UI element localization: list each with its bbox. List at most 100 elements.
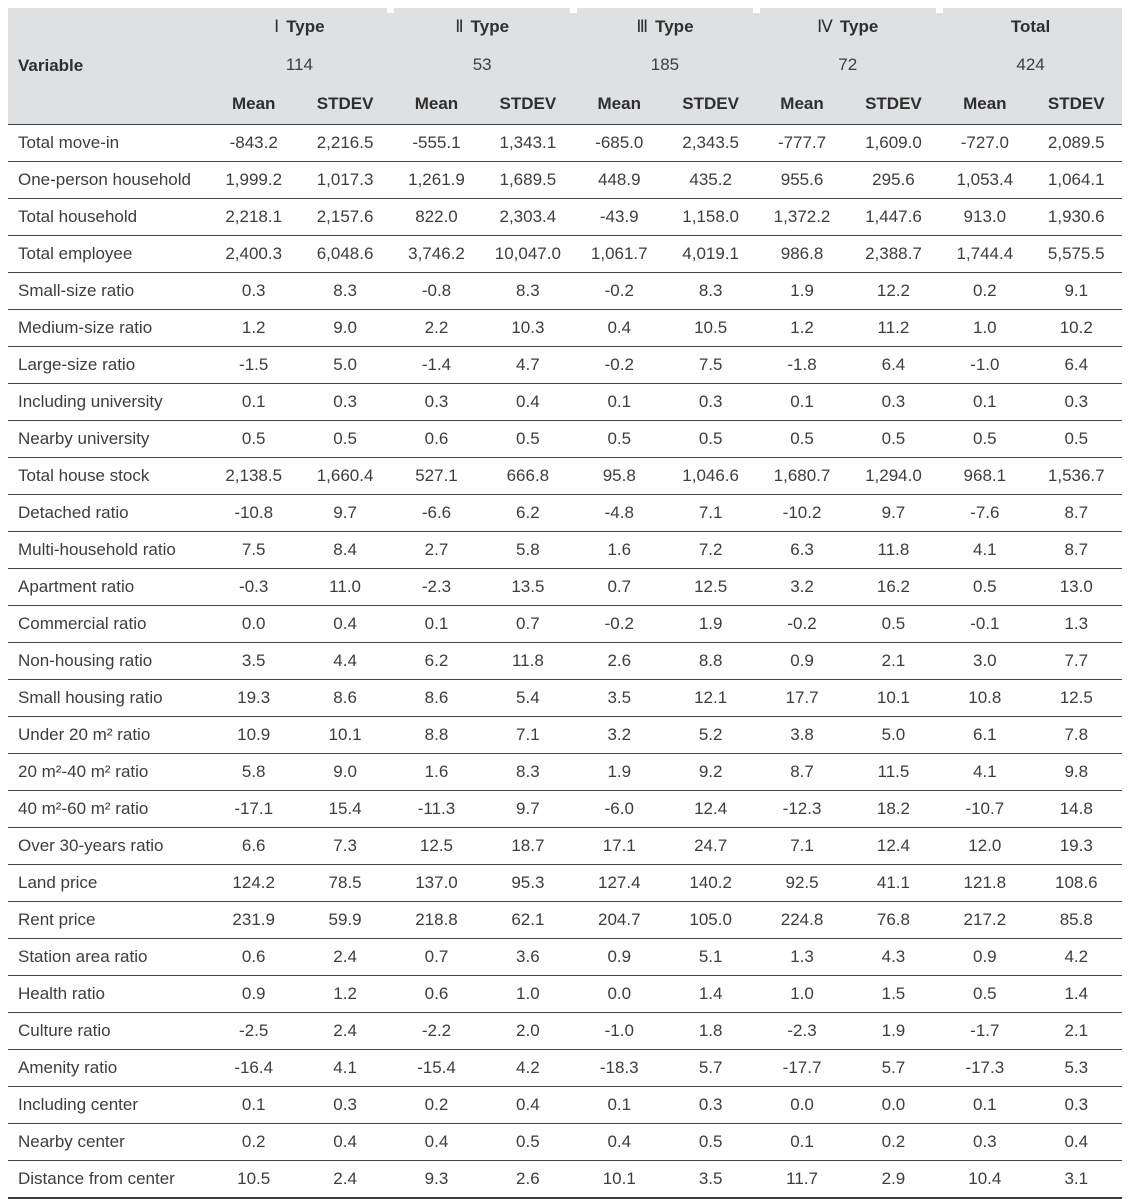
table-row: Non-housing ratio 3.5 4.4 6.2 11.8 2.6 8.8 0.9 2… <box>8 642 1122 680</box>
table-row: Including center 0.1 0.3 0.2 0.4 0.1 0.3 0.0 0.0… <box>8 1086 1122 1124</box>
value-cell: 218.8 <box>390 901 483 939</box>
roman-numeral-1: Ⅰ <box>274 16 280 36</box>
value-cell: 7.5 <box>664 346 757 384</box>
value-cell: -1.4 <box>390 346 483 384</box>
value-cell: 0.2 <box>390 1086 483 1124</box>
value-cell: 8.7 <box>756 753 848 791</box>
table-row: Apartment ratio -0.3 11.0 -2.3 13.5 0.7 12.5 3.… <box>8 568 1122 606</box>
value-cell: -777.7 <box>756 124 848 162</box>
header-top-gap <box>570 8 577 13</box>
value-cell: 0.0 <box>847 1086 940 1124</box>
stdev-header: STDEV <box>299 84 391 125</box>
value-cell: 14.8 <box>1030 790 1122 828</box>
value-cell: -17.3 <box>939 1049 1031 1087</box>
row-label: Multi-household ratio <box>8 531 208 569</box>
value-cell: 9.7 <box>847 494 940 532</box>
value-cell: 0.4 <box>299 1123 391 1161</box>
value-cell: 666.8 <box>482 457 574 495</box>
value-cell: -16.4 <box>208 1049 300 1087</box>
value-cell: 0.2 <box>847 1123 940 1161</box>
value-cell: 1.0 <box>482 975 574 1013</box>
value-cell: 0.9 <box>208 975 300 1013</box>
value-cell: 2,157.6 <box>299 198 391 236</box>
table-row: Under 20 m² ratio 10.9 10.1 8.8 7.1 3.2 5.2 3.8… <box>8 716 1122 754</box>
value-cell: -10.7 <box>939 790 1031 828</box>
value-cell: 1,744.4 <box>939 235 1031 273</box>
value-cell: 2.6 <box>573 642 665 680</box>
value-cell: 9.0 <box>299 309 391 347</box>
row-label: 40 m²-60 m² ratio <box>8 790 208 828</box>
mean-header: Mean <box>390 84 483 125</box>
value-cell: 0.3 <box>299 383 391 421</box>
value-cell: 18.2 <box>847 790 940 828</box>
value-cell: 8.6 <box>390 679 483 717</box>
value-cell: 7.8 <box>1030 716 1122 754</box>
value-cell: -4.8 <box>573 494 665 532</box>
value-cell: 19.3 <box>1030 827 1122 865</box>
table-row: Small housing ratio 19.3 8.6 8.6 5.4 3.5 12.1 1… <box>8 679 1122 717</box>
descriptive-statistics-table: Variable Ⅰ Type Ⅱ Type Ⅲ Type Ⅳ Type Total <box>8 8 1122 1199</box>
table-row: One-person household 1,999.2 1,017.3 1,261.… <box>8 161 1122 199</box>
stdev-header: STDEV <box>847 84 940 125</box>
value-cell: 0.0 <box>573 975 665 1013</box>
group-label: Type <box>286 16 325 36</box>
value-cell: 10.2 <box>1030 309 1122 347</box>
row-label: Including university <box>8 383 208 421</box>
row-label: 20 m²-40 m² ratio <box>8 753 208 791</box>
table-row: 40 m²-60 m² ratio -17.1 15.4 -11.3 9.7 -6.0 12… <box>8 790 1122 828</box>
value-cell: 0.2 <box>939 272 1031 310</box>
value-cell: 9.3 <box>390 1160 483 1199</box>
value-cell: 0.4 <box>482 1086 574 1124</box>
value-cell: 105.0 <box>664 901 757 939</box>
table-row: Culture ratio -2.5 2.4 -2.2 2.0 -1.0 1.8 -2.3 1.… <box>8 1012 1122 1050</box>
value-cell: 95.8 <box>573 457 665 495</box>
value-cell: 217.2 <box>939 901 1031 939</box>
value-cell: -0.2 <box>573 272 665 310</box>
value-cell: -0.1 <box>939 605 1031 643</box>
value-cell: -1.5 <box>208 346 300 384</box>
value-cell: 24.7 <box>664 827 757 865</box>
value-cell: 0.0 <box>756 1086 848 1124</box>
value-cell: 95.3 <box>482 864 574 902</box>
value-cell: 3.2 <box>573 716 665 754</box>
value-cell: 4.1 <box>939 531 1031 569</box>
value-cell: 1,017.3 <box>299 161 391 199</box>
value-cell: 137.0 <box>390 864 483 902</box>
value-cell: 0.3 <box>664 1086 757 1124</box>
value-cell: 968.1 <box>939 457 1031 495</box>
value-cell: 11.2 <box>847 309 940 347</box>
row-label: Total house stock <box>8 457 208 495</box>
value-cell: 2,388.7 <box>847 235 940 273</box>
value-cell: 0.1 <box>390 605 483 643</box>
value-cell: 2.2 <box>390 309 483 347</box>
value-cell: 6.6 <box>208 827 300 865</box>
value-cell: 12.0 <box>939 827 1031 865</box>
row-label: Small-size ratio <box>8 272 208 310</box>
value-cell: 4.2 <box>482 1049 574 1087</box>
value-cell: 2.1 <box>847 642 940 680</box>
value-cell: 0.5 <box>664 420 757 458</box>
value-cell: -2.5 <box>208 1012 300 1050</box>
stdev-header: STDEV <box>664 84 757 125</box>
value-cell: 1.6 <box>390 753 483 791</box>
value-cell: 2.7 <box>390 531 483 569</box>
group-count-type1: 114 <box>208 46 391 85</box>
value-cell: 0.5 <box>756 420 848 458</box>
value-cell: 5.4 <box>482 679 574 717</box>
value-cell: -6.0 <box>573 790 665 828</box>
value-cell: 3.2 <box>756 568 848 606</box>
value-cell: 0.6 <box>390 975 483 1013</box>
value-cell: 1.9 <box>664 605 757 643</box>
type-header-row: Variable Ⅰ Type Ⅱ Type Ⅲ Type Ⅳ Type Total <box>8 8 1122 125</box>
row-label: Detached ratio <box>8 494 208 532</box>
value-cell: 986.8 <box>756 235 848 273</box>
value-cell: 0.1 <box>756 1123 848 1161</box>
value-cell: 295.6 <box>847 161 940 199</box>
value-cell: 1.3 <box>756 938 848 976</box>
value-cell: 2.6 <box>482 1160 574 1199</box>
value-cell: 1,680.7 <box>756 457 848 495</box>
value-cell: -0.2 <box>756 605 848 643</box>
value-cell: 0.7 <box>482 605 574 643</box>
value-cell: 4.7 <box>482 346 574 384</box>
mean-header: Mean <box>573 84 665 125</box>
